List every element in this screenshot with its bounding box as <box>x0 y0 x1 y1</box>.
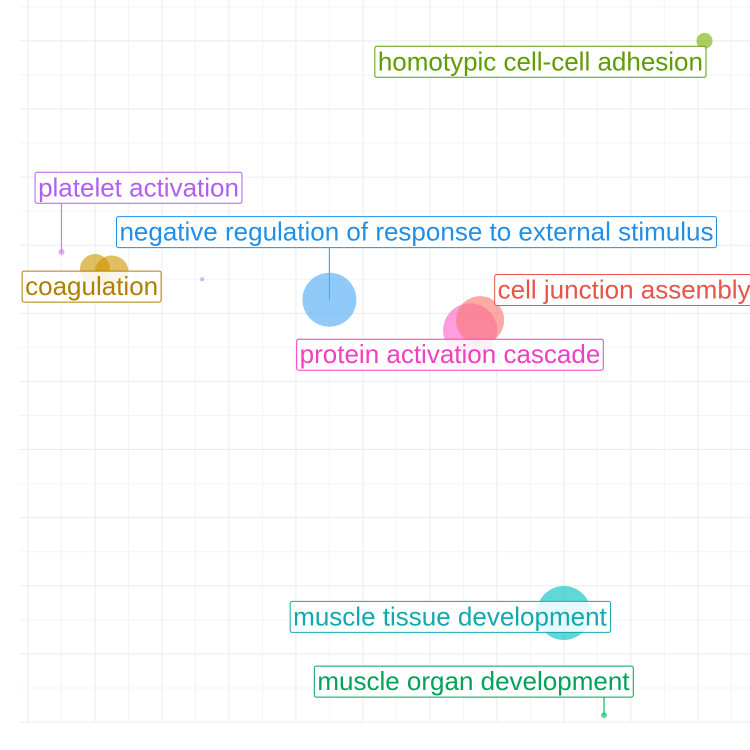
point-label: homotypic cell-cell adhesion <box>374 45 707 78</box>
label-box <box>494 273 750 306</box>
data-point <box>601 712 608 719</box>
point-label: cell junction assembly <box>494 273 750 306</box>
label-box <box>289 600 612 633</box>
label-text: muscle organ development <box>317 666 630 696</box>
label-box <box>313 665 634 698</box>
label-box <box>21 270 162 303</box>
label-text: homotypic cell-cell adhesion <box>378 46 703 76</box>
data-point <box>696 32 713 49</box>
label-box <box>115 216 717 249</box>
label-text: protein activation cascade <box>300 339 601 369</box>
data-point <box>456 296 505 345</box>
point-label: platelet activation <box>34 171 243 204</box>
point-label: muscle tissue development <box>289 600 612 633</box>
label-text: cell junction assembly <box>498 274 750 304</box>
point-label: muscle organ development <box>313 665 634 698</box>
point-label: negative regulation of response to exter… <box>115 216 717 249</box>
label-box <box>374 45 707 78</box>
label-text: negative regulation of response to exter… <box>119 217 713 247</box>
label-text: muscle tissue development <box>293 601 607 631</box>
data-point <box>58 249 65 256</box>
label-box <box>34 171 243 204</box>
label-text: coagulation <box>25 271 158 301</box>
label-box <box>296 338 604 371</box>
point-label: coagulation <box>21 270 162 303</box>
data-point <box>200 277 205 282</box>
point-label: protein activation cascade <box>296 338 604 371</box>
data-point <box>302 272 357 327</box>
label-text: platelet activation <box>38 172 239 202</box>
point-labels: homotypic cell-cell adhesion platelet act… <box>21 45 750 698</box>
